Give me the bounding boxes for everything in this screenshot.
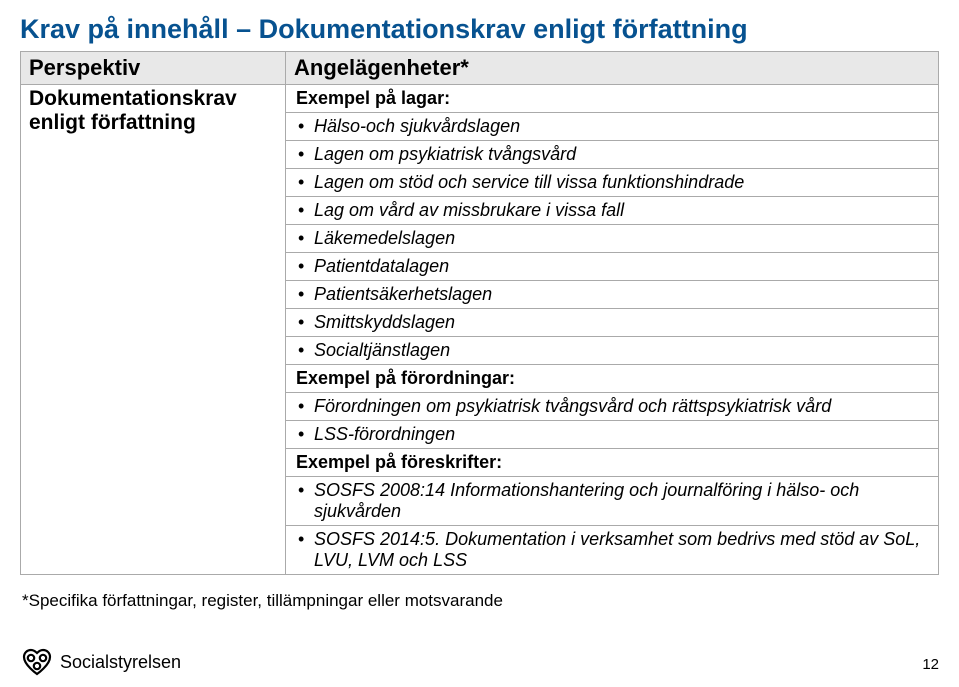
list-item: Smittskyddslagen bbox=[286, 309, 938, 337]
list-item: SOSFS 2008:14 Informationshantering och … bbox=[286, 477, 938, 526]
list-item: Patientdatalagen bbox=[286, 253, 938, 281]
right-cell: Exempel på lagar:Hälso-och sjukvårdslage… bbox=[286, 85, 939, 575]
list-item: Lagen om psykiatrisk tvångsvård bbox=[286, 141, 938, 169]
section-heading: Exempel på föreskrifter: bbox=[286, 449, 938, 477]
list-item: Socialtjänstlagen bbox=[286, 337, 938, 365]
list-item: Förordningen om psykiatrisk tvångsvård o… bbox=[286, 393, 938, 421]
footer-logo: Socialstyrelsen bbox=[20, 647, 181, 677]
footer-text: Socialstyrelsen bbox=[60, 652, 181, 673]
list-item: LSS-förordningen bbox=[286, 421, 938, 449]
list-item: Lag om vård av missbrukare i vissa fall bbox=[286, 197, 938, 225]
main-table: Perspektiv Angelägenheter* Dokumentation… bbox=[20, 51, 939, 575]
page-number: 12 bbox=[922, 656, 939, 673]
list-item: Lagen om stöd och service till vissa fun… bbox=[286, 169, 938, 197]
header-right: Angelägenheter* bbox=[286, 52, 939, 85]
page-title: Krav på innehåll – Dokumentationskrav en… bbox=[20, 14, 939, 45]
list-item: Patientsäkerhetslagen bbox=[286, 281, 938, 309]
list-item: SOSFS 2014:5. Dokumentation i verksamhet… bbox=[286, 526, 938, 574]
section-heading: Exempel på lagar: bbox=[286, 85, 938, 113]
header-left: Perspektiv bbox=[21, 52, 286, 85]
page: Krav på innehåll – Dokumentationskrav en… bbox=[0, 0, 959, 687]
list-item: Läkemedelslagen bbox=[286, 225, 938, 253]
logo-icon bbox=[20, 647, 54, 677]
footnote: *Specifika författningar, register, till… bbox=[20, 591, 939, 611]
list-item: Hälso-och sjukvårdslagen bbox=[286, 113, 938, 141]
left-cell: Dokumentationskrav enligt författning bbox=[21, 85, 286, 575]
section-heading: Exempel på förordningar: bbox=[286, 365, 938, 393]
